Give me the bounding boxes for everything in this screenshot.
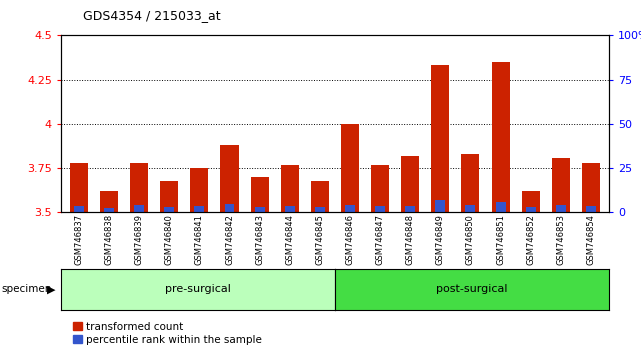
Bar bbox=[401, 156, 419, 212]
Bar bbox=[582, 163, 600, 212]
Bar bbox=[431, 65, 449, 212]
Bar bbox=[311, 181, 329, 212]
Legend: transformed count, percentile rank within the sample: transformed count, percentile rank withi… bbox=[69, 317, 266, 349]
Bar bbox=[251, 177, 269, 212]
Bar bbox=[552, 158, 570, 212]
Bar bbox=[134, 205, 144, 212]
Bar bbox=[556, 205, 566, 212]
Bar bbox=[194, 206, 204, 212]
Bar bbox=[405, 206, 415, 212]
Bar bbox=[130, 163, 148, 212]
Bar bbox=[100, 191, 118, 212]
Bar bbox=[224, 205, 235, 212]
Bar bbox=[254, 207, 265, 212]
Bar bbox=[315, 207, 325, 212]
Bar bbox=[371, 165, 389, 212]
Text: GDS4354 / 215033_at: GDS4354 / 215033_at bbox=[83, 9, 221, 22]
Bar bbox=[435, 200, 445, 212]
Bar bbox=[495, 202, 506, 212]
Text: pre-surgical: pre-surgical bbox=[165, 284, 231, 295]
Bar bbox=[160, 181, 178, 212]
Bar bbox=[375, 206, 385, 212]
Bar bbox=[345, 205, 355, 212]
Text: specimen: specimen bbox=[1, 284, 52, 295]
Bar bbox=[285, 206, 295, 212]
Bar bbox=[70, 163, 88, 212]
Bar bbox=[462, 154, 479, 212]
Bar bbox=[465, 205, 476, 212]
Bar bbox=[526, 207, 536, 212]
Bar bbox=[104, 208, 114, 212]
Bar bbox=[74, 206, 84, 212]
Text: post-surgical: post-surgical bbox=[436, 284, 508, 295]
Text: ▶: ▶ bbox=[47, 284, 55, 295]
Bar bbox=[281, 165, 299, 212]
Bar bbox=[190, 168, 208, 212]
Bar bbox=[341, 124, 359, 212]
Bar bbox=[221, 145, 238, 212]
Bar bbox=[164, 207, 174, 212]
Bar bbox=[492, 62, 510, 212]
Bar bbox=[586, 206, 596, 212]
Bar bbox=[522, 191, 540, 212]
